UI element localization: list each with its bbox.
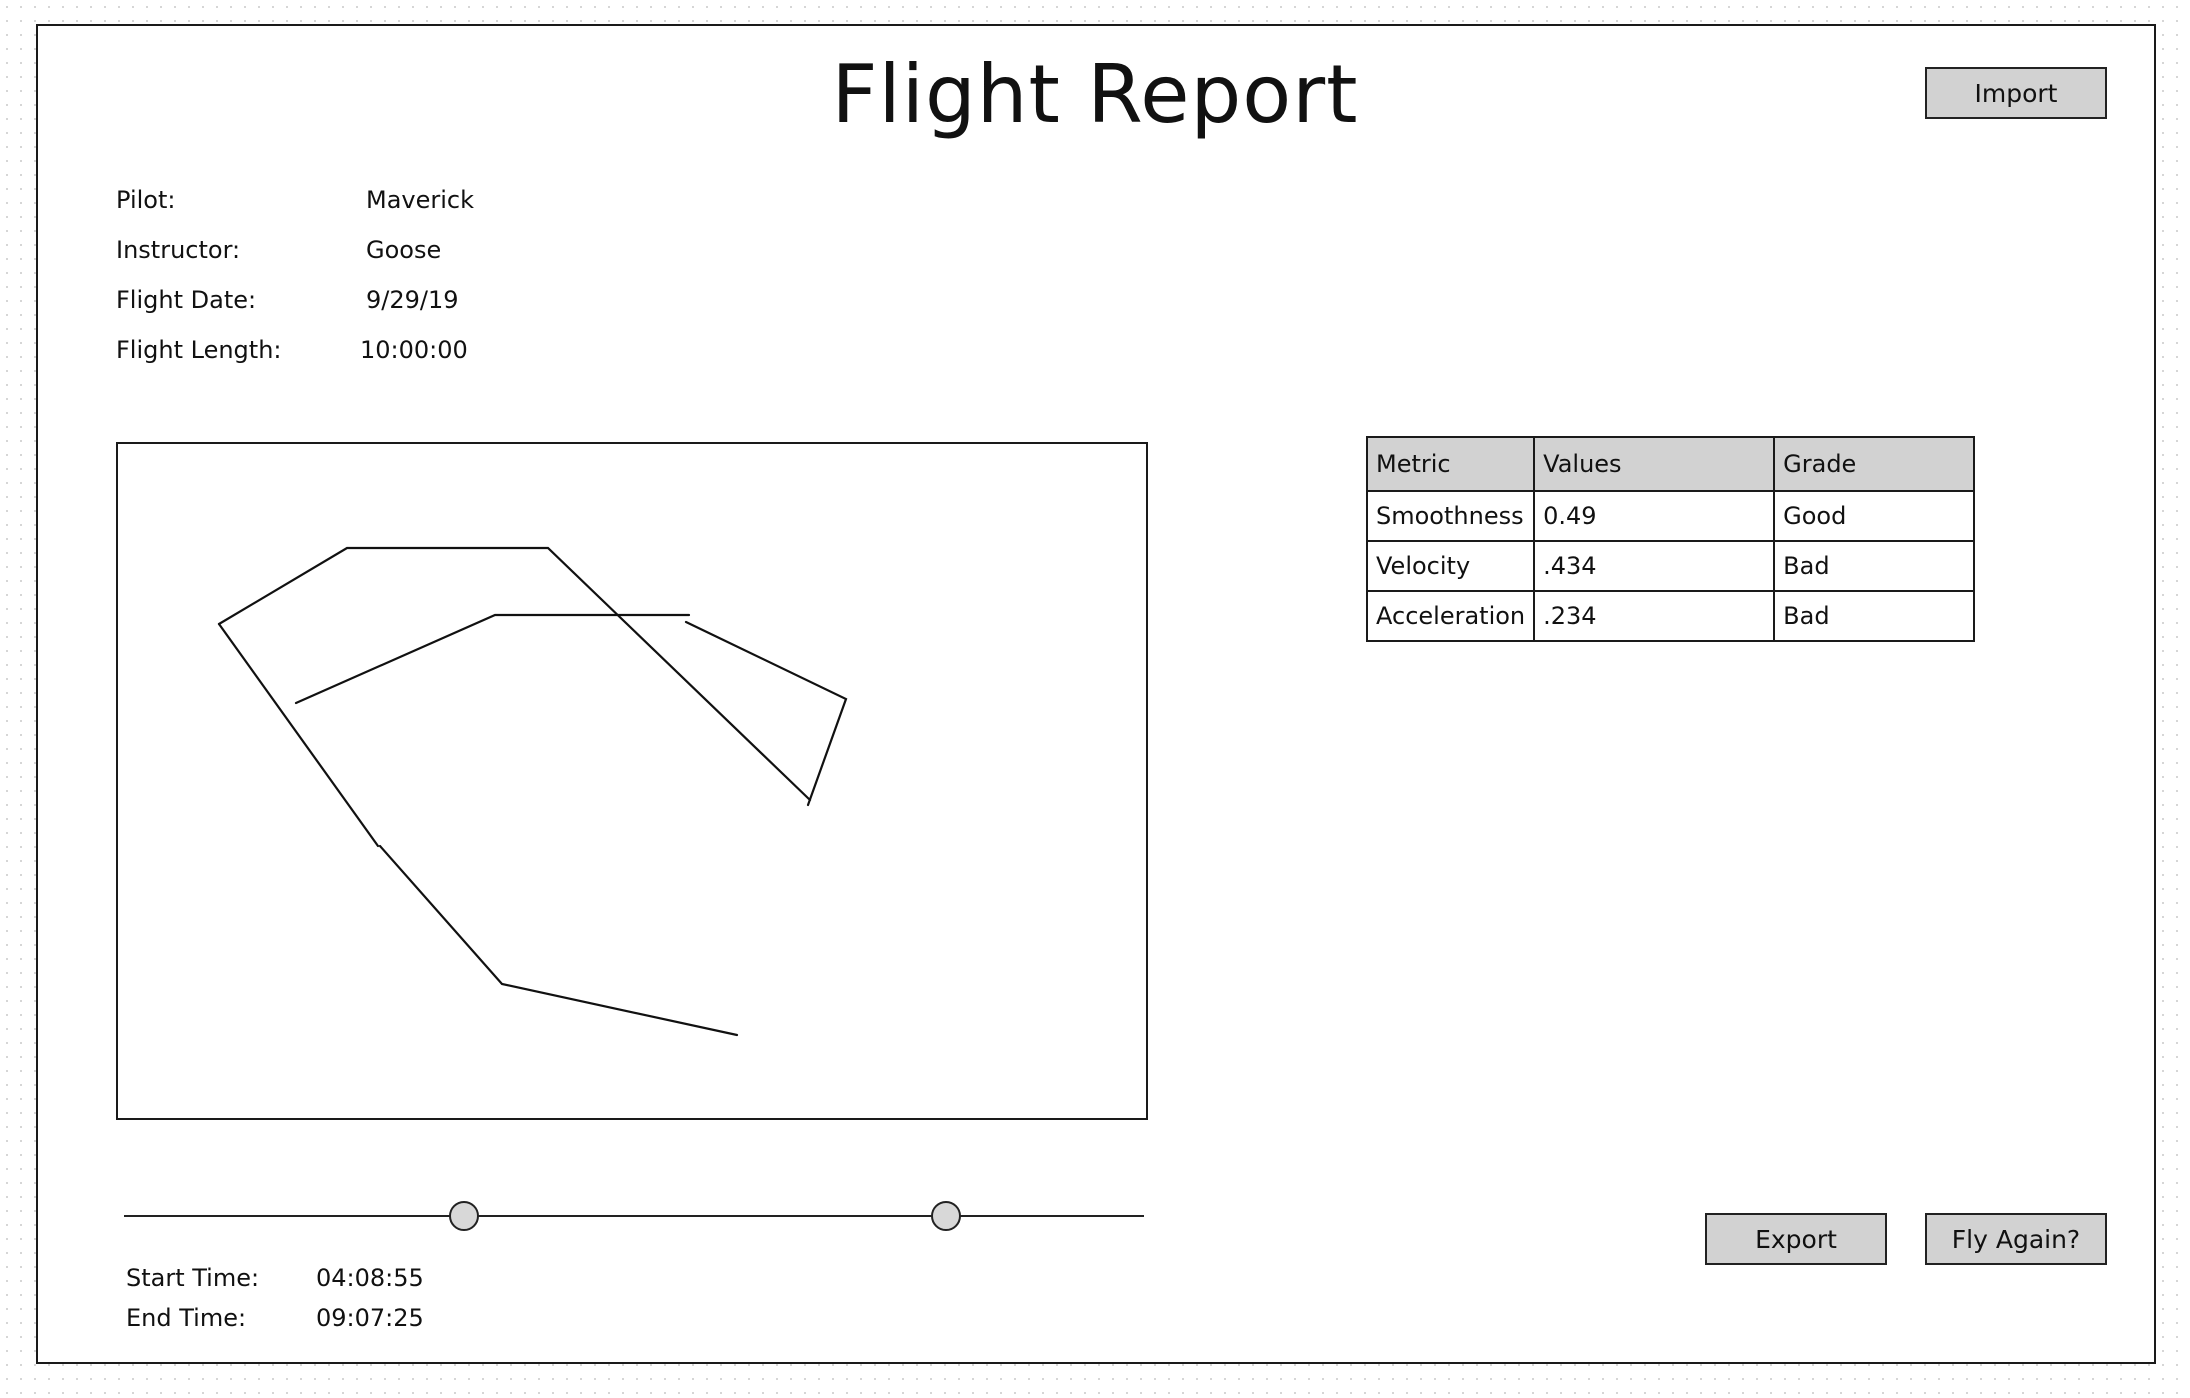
time-range-slider[interactable] xyxy=(124,1196,1144,1236)
grade-cell: Bad xyxy=(1773,590,1976,642)
flight-path-segment xyxy=(378,844,739,1037)
table-row: Velocity .434 Bad xyxy=(1365,540,1976,592)
page-title: Flight Report xyxy=(831,48,1359,141)
metrics-table: Metric Values Grade Smoothness 0.49 Good… xyxy=(1365,436,1976,642)
end-time-value: 09:07:25 xyxy=(316,1304,424,1332)
flight-path-canvas xyxy=(217,546,848,1037)
flight-date-label: Flight Date: xyxy=(116,286,257,314)
flight-length-label: Flight Length: xyxy=(116,336,282,364)
end-time-label: End Time: xyxy=(126,1304,247,1332)
slider-start-handle[interactable] xyxy=(448,1201,479,1231)
table-header-row: Metric Values Grade xyxy=(1365,436,1976,492)
import-button[interactable]: Import xyxy=(1925,67,2107,119)
start-time-label: Start Time: xyxy=(126,1264,260,1292)
table-row: Smoothness 0.49 Good xyxy=(1365,490,1976,542)
instructor-label: Instructor: xyxy=(116,236,241,264)
flight-path-segment xyxy=(684,620,848,807)
metric-cell: Smoothness xyxy=(1365,490,1536,542)
metric-cell: Acceleration xyxy=(1365,590,1536,642)
grade-cell: Bad xyxy=(1773,540,1976,592)
value-cell: .434 xyxy=(1533,540,1776,592)
flight-date-value: 9/29/19 xyxy=(366,286,459,314)
slider-end-handle[interactable] xyxy=(931,1201,962,1231)
pilot-label: Pilot: xyxy=(116,186,176,214)
start-time-value: 04:08:55 xyxy=(316,1264,424,1292)
pilot-value: Maverick xyxy=(366,186,475,214)
value-cell: .234 xyxy=(1533,590,1776,642)
flight-path-segment xyxy=(217,622,380,848)
flight-path-segment xyxy=(294,613,691,705)
flight-length-value: 10:00:00 xyxy=(360,336,468,364)
flight-path-view xyxy=(116,442,1148,1120)
column-header-metric: Metric xyxy=(1365,436,1536,492)
value-cell: 0.49 xyxy=(1533,490,1776,542)
grade-cell: Good xyxy=(1773,490,1976,542)
column-header-values: Values xyxy=(1533,436,1776,492)
metric-cell: Velocity xyxy=(1365,540,1536,592)
table-row: Acceleration .234 Bad xyxy=(1365,590,1976,642)
column-header-grade: Grade xyxy=(1773,436,1976,492)
slider-track[interactable] xyxy=(124,1215,1144,1217)
fly-again-button[interactable]: Fly Again? xyxy=(1925,1213,2107,1265)
flight-path-segment xyxy=(217,546,812,802)
export-button[interactable]: Export xyxy=(1705,1213,1887,1265)
instructor-value: Goose xyxy=(366,236,442,264)
